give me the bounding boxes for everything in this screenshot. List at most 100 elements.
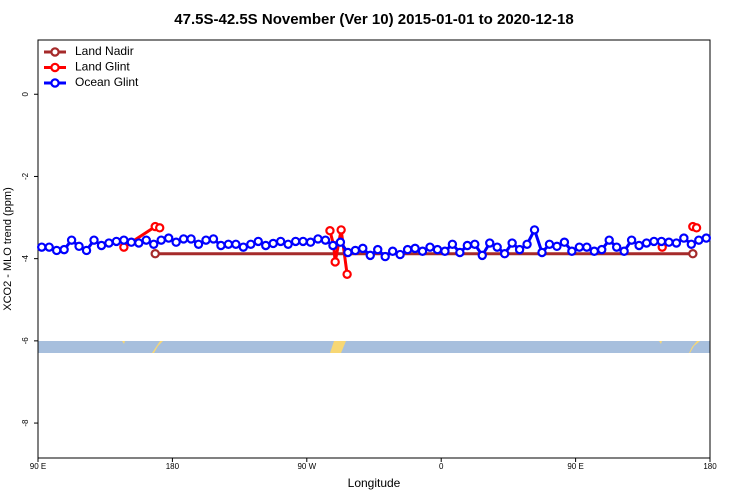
data-point (134, 238, 144, 248)
data-point (686, 239, 697, 249)
data-point (320, 235, 331, 245)
y-tick-label: -2 (21, 172, 30, 180)
data-point (447, 239, 458, 249)
land-patch (330, 341, 346, 353)
data-point (44, 242, 54, 252)
data-point (51, 245, 62, 256)
data-point (365, 250, 375, 261)
data-point (694, 235, 704, 245)
data-point (507, 238, 517, 248)
data-point (514, 244, 525, 255)
data-point (395, 249, 405, 260)
data-point (141, 235, 151, 245)
data-point (283, 239, 293, 249)
data-point (298, 236, 308, 247)
data-point (410, 243, 420, 254)
data-point (544, 239, 555, 249)
data-point (522, 239, 532, 249)
y-tick-label: -4 (21, 255, 30, 263)
data-point (499, 249, 510, 259)
x-axis-label: Longitude (348, 476, 401, 490)
data-point (671, 238, 682, 248)
land-patch (122, 341, 125, 344)
data-point (89, 235, 99, 245)
data-point (619, 246, 629, 256)
data-point (330, 257, 340, 267)
data-point (350, 245, 361, 256)
data-point (611, 242, 622, 252)
x-tick-label: 0 (439, 462, 444, 471)
data-point (402, 244, 413, 255)
data-point (74, 241, 84, 252)
data-point (216, 240, 226, 251)
data-point (529, 225, 540, 235)
data-point (186, 234, 196, 244)
data-point (111, 236, 122, 247)
data-point (328, 240, 338, 251)
data-point (604, 235, 614, 245)
data-point (253, 236, 263, 247)
x-tick-label: 90 W (297, 462, 316, 471)
data-point (432, 244, 443, 255)
data-point (417, 246, 428, 256)
data-point (574, 242, 585, 252)
data-point (238, 242, 249, 252)
data-point (477, 250, 487, 261)
data-point (150, 249, 160, 259)
data-point (634, 240, 644, 251)
data-point (325, 226, 335, 236)
x-tick-label: 180 (166, 462, 180, 471)
data-point (626, 235, 637, 245)
data-point (597, 244, 607, 255)
data-point (37, 242, 47, 252)
data-point (178, 234, 189, 244)
data-point (492, 242, 502, 252)
data-point (155, 223, 165, 233)
data-point (126, 237, 137, 247)
data-point (66, 235, 77, 245)
data-point (335, 237, 346, 247)
data-point (305, 237, 316, 247)
data-point (313, 234, 323, 244)
data-point (455, 247, 465, 258)
data-point (679, 233, 689, 243)
y-axis-label: XCO2 - MLO trend (ppm) (2, 187, 14, 310)
data-point (688, 249, 698, 259)
data-point (387, 246, 398, 256)
data-point (81, 245, 92, 256)
data-point (552, 241, 562, 252)
data-point (582, 242, 592, 252)
data-point (336, 225, 346, 235)
data-point (559, 237, 570, 247)
data-point (261, 240, 271, 251)
data-point (290, 236, 301, 247)
data-point (201, 235, 211, 245)
data-point (59, 244, 69, 255)
data-point (649, 236, 659, 247)
data-point (96, 240, 107, 251)
legend-marker (50, 62, 60, 73)
data-point (440, 246, 450, 256)
data-point (425, 242, 435, 252)
legend-label: Ocean Glint (75, 75, 139, 89)
data-point (231, 239, 241, 249)
data-point (223, 239, 234, 249)
data-point (104, 238, 114, 248)
data-point (171, 237, 181, 247)
chart-title: 47.5S-42.5S November (Ver 10) 2015-01-01… (174, 11, 573, 28)
data-point (149, 239, 159, 249)
data-point (119, 235, 129, 245)
land-strip (38, 341, 710, 353)
legend-marker (50, 47, 60, 57)
x-tick-label: 90 E (567, 462, 583, 471)
data-point (664, 237, 674, 247)
x-tick-label: 180 (703, 462, 717, 471)
x-tick-label: 90 E (30, 462, 46, 471)
legend-marker (50, 78, 60, 88)
data-point (485, 238, 495, 248)
legend-label: Land Glint (75, 60, 130, 74)
data-point (373, 244, 383, 255)
data-point (701, 233, 711, 243)
land-patch (659, 341, 662, 344)
